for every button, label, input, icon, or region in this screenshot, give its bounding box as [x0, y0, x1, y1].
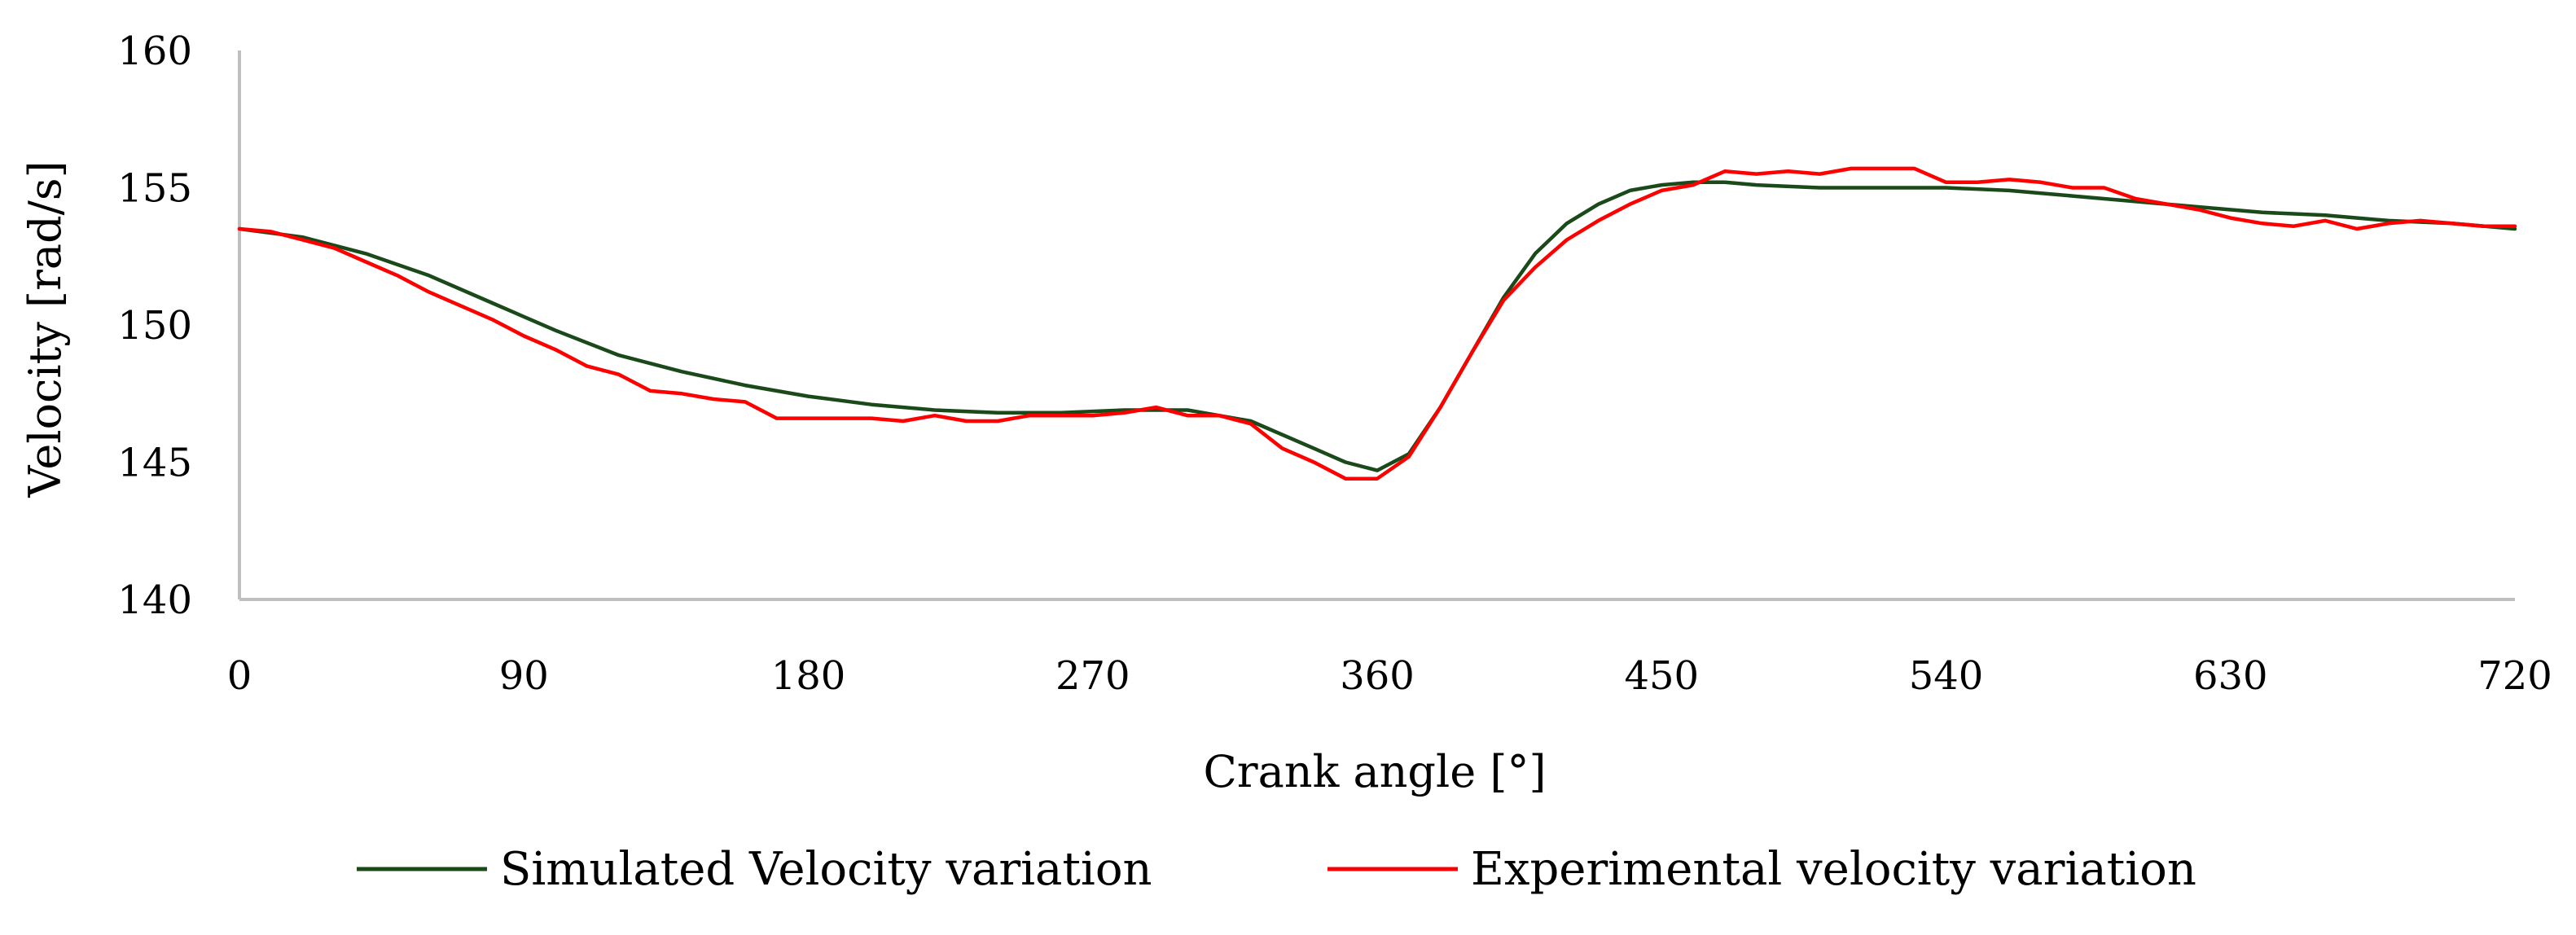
x-tick-label: 630: [2193, 653, 2268, 699]
y-tick-label: 160: [117, 29, 192, 74]
y-tick-label: 155: [117, 166, 192, 212]
series-line-simulated: [237, 180, 2517, 472]
series-layer: [237, 166, 2517, 481]
y-tick-label: 140: [117, 577, 192, 623]
x-tick-label: 0: [227, 653, 252, 699]
x-tick-label: 540: [1909, 653, 1984, 699]
legend: Simulated Velocity variation Experimenta…: [357, 843, 2196, 896]
y-tick-label: 150: [117, 303, 192, 349]
x-tick-labels: 0 90 180 270 360 450 540 630 720: [227, 653, 2552, 699]
x-tick-label: 270: [1055, 653, 1130, 699]
y-axis-title: Velocity [rad/s]: [20, 160, 71, 498]
x-tick-label: 720: [2477, 653, 2552, 699]
legend-label-simulated: Simulated Velocity variation: [500, 843, 1152, 896]
legend-label-experimental: Experimental velocity variation: [1471, 843, 2196, 896]
x-tick-label: 360: [1340, 653, 1415, 699]
x-tick-label: 90: [499, 653, 549, 699]
x-tick-label: 450: [1624, 653, 1699, 699]
x-axis-title: Crank angle [°]: [1203, 746, 1546, 797]
plot-area: [238, 50, 2515, 601]
x-tick-label: 180: [771, 653, 846, 699]
y-tick-labels: 140 145 150 155 160: [117, 29, 192, 623]
y-tick-label: 145: [117, 441, 192, 486]
series-line-experimental: [237, 166, 2517, 481]
